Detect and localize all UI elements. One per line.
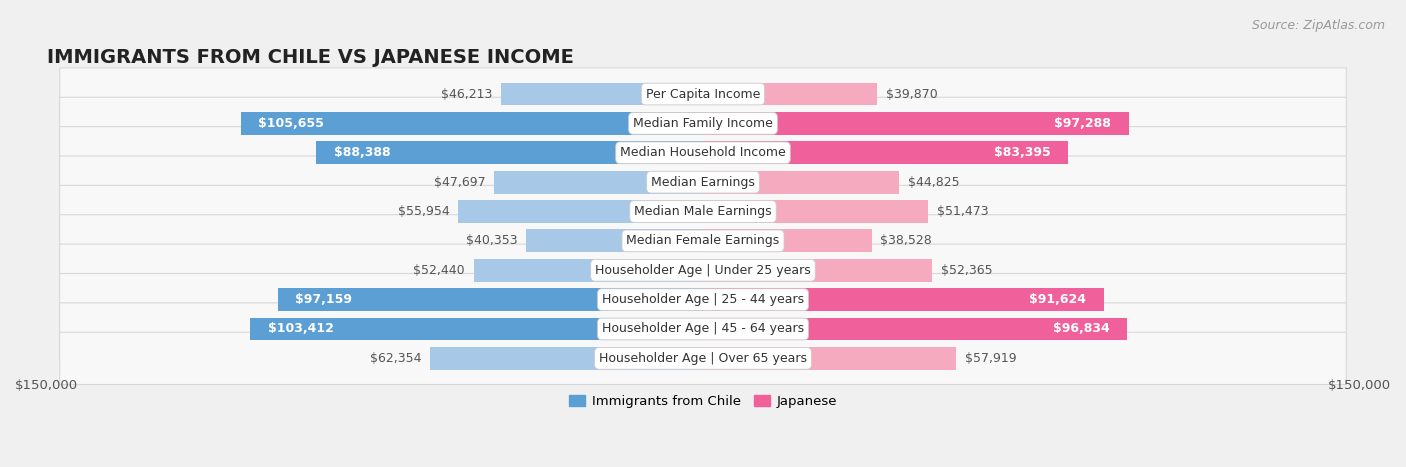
Text: $97,159: $97,159 <box>295 293 353 306</box>
Bar <box>278 288 703 311</box>
Text: $96,834: $96,834 <box>1053 323 1109 335</box>
Text: $57,919: $57,919 <box>966 352 1017 365</box>
FancyBboxPatch shape <box>59 185 1347 238</box>
Text: Householder Age | Under 25 years: Householder Age | Under 25 years <box>595 264 811 277</box>
Bar <box>703 259 932 282</box>
FancyBboxPatch shape <box>59 156 1347 208</box>
Text: $88,388: $88,388 <box>333 146 391 159</box>
Text: $62,354: $62,354 <box>370 352 422 365</box>
Bar <box>703 347 956 370</box>
Bar <box>495 171 703 194</box>
Bar <box>526 229 703 252</box>
Text: $97,288: $97,288 <box>1054 117 1111 130</box>
Text: $51,473: $51,473 <box>936 205 988 218</box>
Bar <box>458 200 703 223</box>
Text: Median Family Income: Median Family Income <box>633 117 773 130</box>
Text: Median Male Earnings: Median Male Earnings <box>634 205 772 218</box>
Text: $83,395: $83,395 <box>994 146 1050 159</box>
Text: IMMIGRANTS FROM CHILE VS JAPANESE INCOME: IMMIGRANTS FROM CHILE VS JAPANESE INCOME <box>46 48 574 67</box>
Text: Householder Age | 45 - 64 years: Householder Age | 45 - 64 years <box>602 323 804 335</box>
FancyBboxPatch shape <box>59 215 1347 267</box>
Text: $55,954: $55,954 <box>398 205 450 218</box>
Text: $52,440: $52,440 <box>413 264 465 277</box>
FancyBboxPatch shape <box>59 97 1347 149</box>
Text: Householder Age | Over 65 years: Householder Age | Over 65 years <box>599 352 807 365</box>
FancyBboxPatch shape <box>59 303 1347 355</box>
Text: Source: ZipAtlas.com: Source: ZipAtlas.com <box>1251 19 1385 32</box>
Text: $47,697: $47,697 <box>434 176 485 189</box>
FancyBboxPatch shape <box>59 274 1347 326</box>
Text: $40,353: $40,353 <box>465 234 517 248</box>
Text: $91,624: $91,624 <box>1029 293 1087 306</box>
FancyBboxPatch shape <box>59 244 1347 297</box>
Text: $103,412: $103,412 <box>269 323 333 335</box>
Bar <box>240 112 703 135</box>
Bar <box>703 200 928 223</box>
Bar <box>703 318 1126 340</box>
Bar <box>703 83 877 106</box>
Text: Median Household Income: Median Household Income <box>620 146 786 159</box>
Bar <box>474 259 703 282</box>
Bar <box>703 142 1069 164</box>
FancyBboxPatch shape <box>59 332 1347 384</box>
Bar <box>703 288 1104 311</box>
Text: Per Capita Income: Per Capita Income <box>645 87 761 100</box>
Text: Householder Age | 25 - 44 years: Householder Age | 25 - 44 years <box>602 293 804 306</box>
Text: $38,528: $38,528 <box>880 234 932 248</box>
FancyBboxPatch shape <box>59 68 1347 120</box>
Text: $46,213: $46,213 <box>440 87 492 100</box>
Bar <box>703 229 872 252</box>
Text: Median Earnings: Median Earnings <box>651 176 755 189</box>
Bar <box>316 142 703 164</box>
Bar <box>430 347 703 370</box>
Text: $44,825: $44,825 <box>908 176 959 189</box>
Text: Median Female Earnings: Median Female Earnings <box>627 234 779 248</box>
Text: $52,365: $52,365 <box>941 264 993 277</box>
FancyBboxPatch shape <box>59 127 1347 179</box>
Text: $105,655: $105,655 <box>259 117 323 130</box>
Bar <box>703 171 900 194</box>
Bar <box>250 318 703 340</box>
Bar <box>703 112 1129 135</box>
Bar <box>501 83 703 106</box>
Legend: Immigrants from Chile, Japanese: Immigrants from Chile, Japanese <box>564 390 842 413</box>
Text: $39,870: $39,870 <box>886 87 938 100</box>
